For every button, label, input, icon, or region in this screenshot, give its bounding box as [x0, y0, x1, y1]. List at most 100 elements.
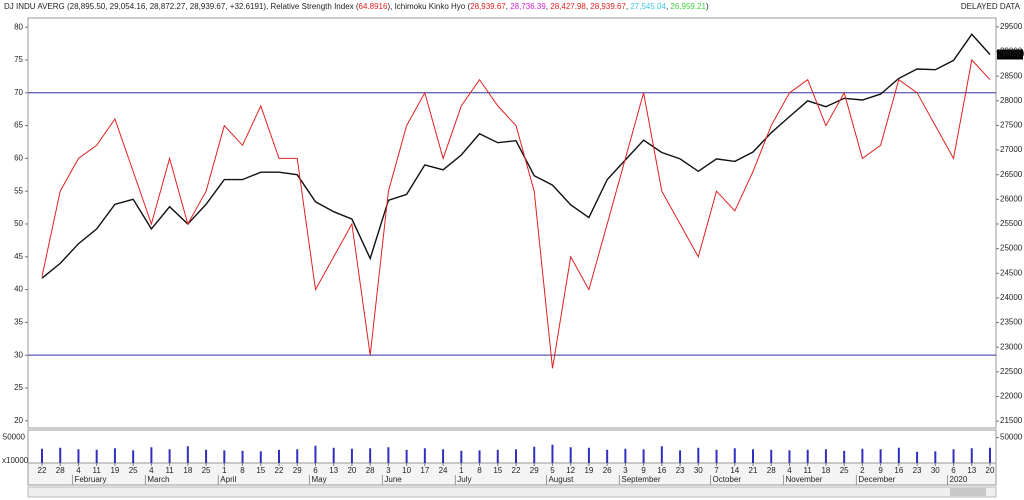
volume-bar — [223, 450, 226, 463]
x-tick-label: 4 — [149, 466, 154, 475]
volume-bar — [733, 448, 736, 463]
volume-bar — [897, 447, 900, 463]
volume-bar — [332, 447, 335, 463]
y2-tick-label: 22000 — [1000, 392, 1023, 401]
y2-tick-label: 22500 — [1000, 367, 1023, 376]
y-tick-label: 30 — [14, 350, 23, 359]
volume-bar — [752, 449, 754, 463]
volume-bar — [624, 448, 627, 463]
x-tick-label: 11 — [165, 466, 174, 475]
volume-bar — [132, 450, 135, 463]
month-label: May — [311, 475, 326, 484]
header-part: , — [586, 2, 590, 11]
x-tick-label: 1 — [222, 466, 227, 475]
x-tick-label: 19 — [110, 466, 119, 475]
month-label: March — [147, 475, 169, 484]
volume-bar — [478, 450, 481, 463]
volume-bar — [916, 451, 919, 463]
volume-unit: x10000 — [2, 456, 29, 465]
x-tick-label: 28 — [56, 466, 65, 475]
volume-bar — [934, 451, 937, 463]
y2-tick-label: 29500 — [1000, 22, 1023, 31]
y-tick-label: 35 — [14, 317, 23, 326]
x-tick-label: 23 — [676, 466, 685, 475]
volume-bar — [241, 450, 244, 463]
x-tick-label: 29 — [530, 466, 539, 475]
scroll-thumb[interactable] — [950, 488, 986, 496]
x-tick-label: 13 — [967, 466, 976, 475]
x-tick-label: 23 — [913, 466, 922, 475]
volume-bar — [59, 447, 62, 463]
x-tick-label: 11 — [93, 466, 102, 475]
x-tick-label: 2 — [860, 466, 865, 475]
header-part: 64.8916 — [359, 2, 388, 11]
y2-tick-label: 28500 — [1000, 71, 1023, 80]
volume-bar — [113, 448, 116, 463]
volume-tick-label-right: 50000 — [1000, 433, 1023, 442]
header-part: 28,939.67 — [590, 2, 626, 11]
y2-tick-label: 26000 — [1000, 194, 1023, 203]
x-tick-label: 4 — [787, 466, 792, 475]
x-tick-label: 20 — [986, 466, 995, 475]
volume-bar — [970, 448, 973, 463]
y-tick-label: 80 — [14, 22, 23, 31]
last-price-label: 28939.67 — [998, 50, 1024, 59]
x-tick-label: 21 — [749, 466, 758, 475]
x-tick-label: 18 — [821, 466, 830, 475]
header-part: 28,736.39 — [510, 2, 546, 11]
volume-bar — [369, 448, 372, 463]
y-tick-label: 70 — [14, 88, 23, 97]
volume-bar — [715, 449, 718, 463]
volume-bar — [205, 449, 208, 463]
month-label: July — [457, 475, 471, 484]
x-tick-label: 20 — [347, 466, 356, 475]
header-part: , — [666, 2, 670, 11]
x-tick-label: 25 — [202, 466, 211, 475]
x-tick-label: 1 — [459, 466, 464, 475]
volume-bar — [533, 446, 536, 463]
y-tick-label: 50 — [14, 219, 23, 228]
y-tick-label: 65 — [14, 121, 23, 130]
volume-bar — [697, 447, 700, 463]
x-tick-label: 30 — [694, 466, 703, 475]
x-tick-label: 19 — [584, 466, 593, 475]
y2-tick-label: 25500 — [1000, 219, 1023, 228]
x-tick-label: 22 — [38, 466, 47, 475]
header-part: 28,427.98 — [550, 2, 586, 11]
month-label: October — [713, 475, 742, 484]
volume-bar — [788, 450, 791, 463]
y2-tick-label: 23000 — [1000, 342, 1023, 351]
y2-tick-label: 26500 — [1000, 170, 1023, 179]
x-tick-label: 24 — [439, 466, 448, 475]
x-tick-label: 11 — [804, 466, 813, 475]
x-tick-label: 13 — [329, 466, 338, 475]
y-tick-label: 45 — [14, 252, 23, 261]
volume-bar — [989, 447, 991, 463]
month-label: April — [220, 475, 236, 484]
header-part: , — [546, 2, 550, 11]
header-part: , — [626, 2, 630, 11]
scrollbar[interactable] — [27, 486, 997, 498]
header-part: 28,939.67 — [470, 2, 506, 11]
y2-tick-label: 24500 — [1000, 268, 1023, 277]
volume-bar — [569, 447, 572, 463]
y2-tick-label: 25000 — [1000, 244, 1023, 253]
y-tick-label: 40 — [14, 285, 23, 294]
x-tick-label: 8 — [240, 466, 245, 475]
date-axis — [27, 462, 997, 486]
volume-bar — [168, 449, 171, 463]
x-tick-label: 14 — [730, 466, 739, 475]
x-tick-label: 4 — [76, 466, 81, 475]
x-tick-label: 25 — [840, 466, 849, 475]
volume-bar — [606, 449, 609, 463]
x-tick-label: 10 — [402, 466, 411, 475]
volume-bar — [843, 450, 846, 463]
x-tick-label: 3 — [623, 466, 628, 475]
header-part: DJ INDU AVERG (28,895.50, 29,054.16, 28,… — [4, 2, 359, 11]
y-tick-label: 20 — [14, 416, 23, 425]
x-tick-label: 22 — [275, 466, 284, 475]
volume-bar — [496, 449, 499, 463]
y2-tick-label: 23500 — [1000, 318, 1023, 327]
volume-bar — [259, 451, 262, 463]
volume-bar — [95, 449, 98, 463]
